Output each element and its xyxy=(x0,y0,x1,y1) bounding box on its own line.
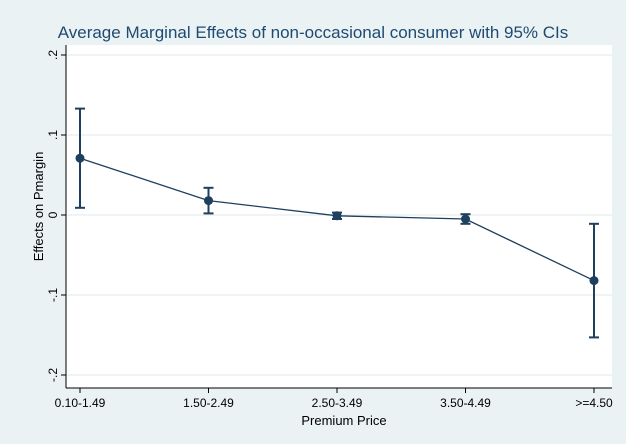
y-tick-label: .2 xyxy=(46,50,60,60)
x-tick-label: >=4.50 xyxy=(575,396,613,410)
x-axis-title: Premium Price xyxy=(301,413,386,428)
x-tick-label: 1.50-2.49 xyxy=(183,396,234,410)
y-tick-label: -.1 xyxy=(46,288,60,302)
y-tick-label: -.2 xyxy=(46,368,60,382)
data-marks xyxy=(75,107,599,339)
x-tick-label: 2.50-3.49 xyxy=(312,396,363,410)
x-tick-label: 0.10-1.49 xyxy=(55,396,106,410)
data-point xyxy=(461,214,470,224)
data-point xyxy=(75,153,85,163)
chart-title: Average Marginal Effects of non-occasion… xyxy=(58,23,569,42)
y-tick-label: 0 xyxy=(46,211,60,218)
data-point xyxy=(332,211,342,221)
data-point xyxy=(589,276,599,286)
axes: -.2 -.1 0 .1 .2 0.10-1.49 1.50-2.49 2.50-3.49 3.… xyxy=(46,45,613,410)
x-tick-label: 3.50-4.49 xyxy=(440,396,491,410)
y-tick-label: .1 xyxy=(46,130,60,140)
y-axis-title: Effects on Pmargin xyxy=(31,152,46,262)
data-point xyxy=(204,196,213,206)
